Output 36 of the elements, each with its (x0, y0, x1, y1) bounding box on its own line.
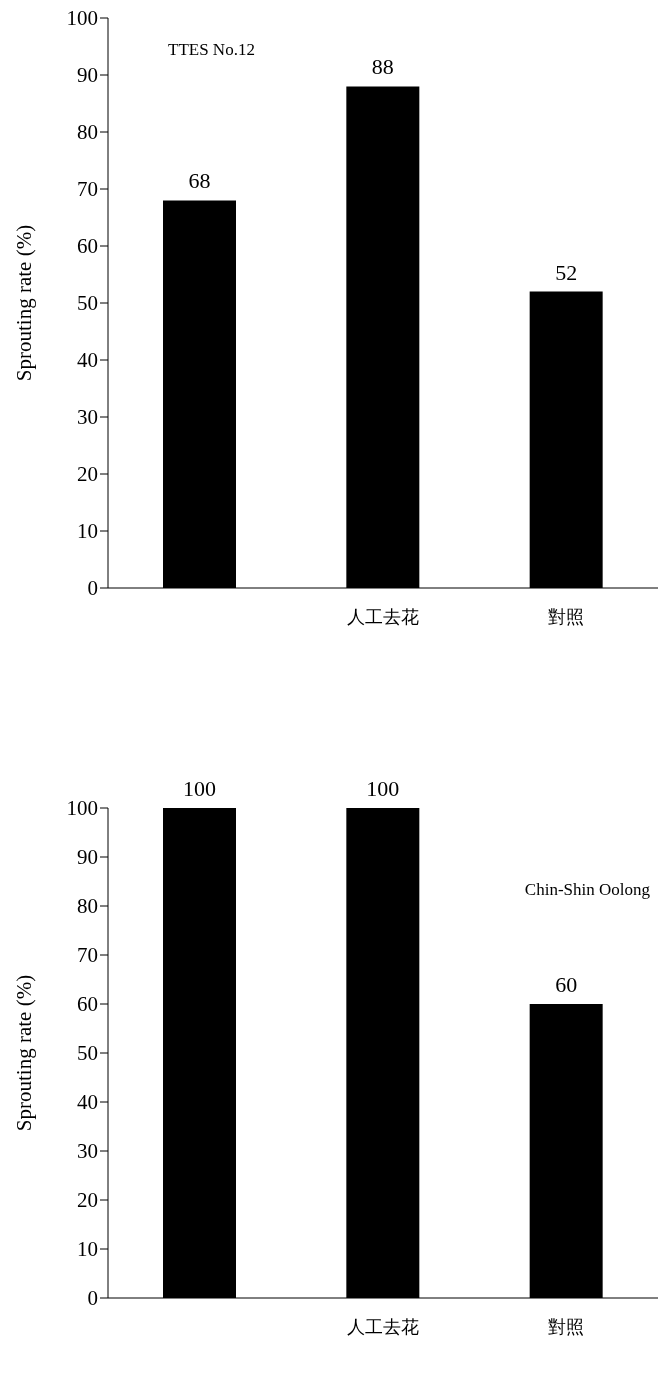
x-tick-label: 人工去花 (347, 606, 419, 627)
x-tick-label: 人工去花 (347, 1316, 419, 1337)
y-axis-title: Sprouting rate (%) (12, 224, 37, 382)
y-tick-label: 50 (77, 1041, 98, 1066)
y-tick-label: 80 (77, 120, 98, 145)
y-tick-label: 10 (77, 519, 98, 544)
data-label: 60 (555, 972, 578, 997)
y-tick-label: 0 (87, 1286, 98, 1311)
y-tick-label: 100 (66, 796, 98, 821)
y-tick-label: 40 (77, 348, 98, 373)
x-tick-label: 對照 (548, 1316, 585, 1337)
y-tick-label: 30 (77, 405, 98, 430)
x-tick-label: 對照 (548, 606, 585, 627)
y-tick-label: 80 (77, 894, 98, 919)
y-tick-label: 60 (77, 234, 98, 259)
y-tick-label: 90 (77, 845, 98, 870)
data-label: 100 (183, 776, 216, 801)
y-tick-label: 0 (87, 576, 98, 601)
y-tick-label: 20 (77, 1188, 98, 1213)
y-tick-label: 90 (77, 63, 98, 88)
y-tick-label: 70 (77, 177, 98, 202)
data-label: 100 (366, 776, 400, 801)
y-tick-label: 70 (77, 943, 98, 968)
y-axis-title: Sprouting rate (%) (12, 974, 37, 1132)
text: Chin-Shin Oolong (524, 880, 650, 900)
y-tick-label: 60 (77, 992, 98, 1017)
y-tick-label: 100 (66, 6, 98, 31)
y-tick-label: 50 (77, 291, 98, 316)
y-tick-label: 10 (77, 1237, 98, 1262)
y-tick-label: 20 (77, 462, 98, 487)
y-tick-label: 40 (77, 1090, 98, 1115)
y-tick-label: 30 (77, 1139, 98, 1164)
data-label: 68 (188, 168, 211, 194)
text: TTES No.12 (168, 40, 255, 60)
data-label: 88 (371, 54, 394, 80)
data-label: 52 (555, 259, 578, 285)
